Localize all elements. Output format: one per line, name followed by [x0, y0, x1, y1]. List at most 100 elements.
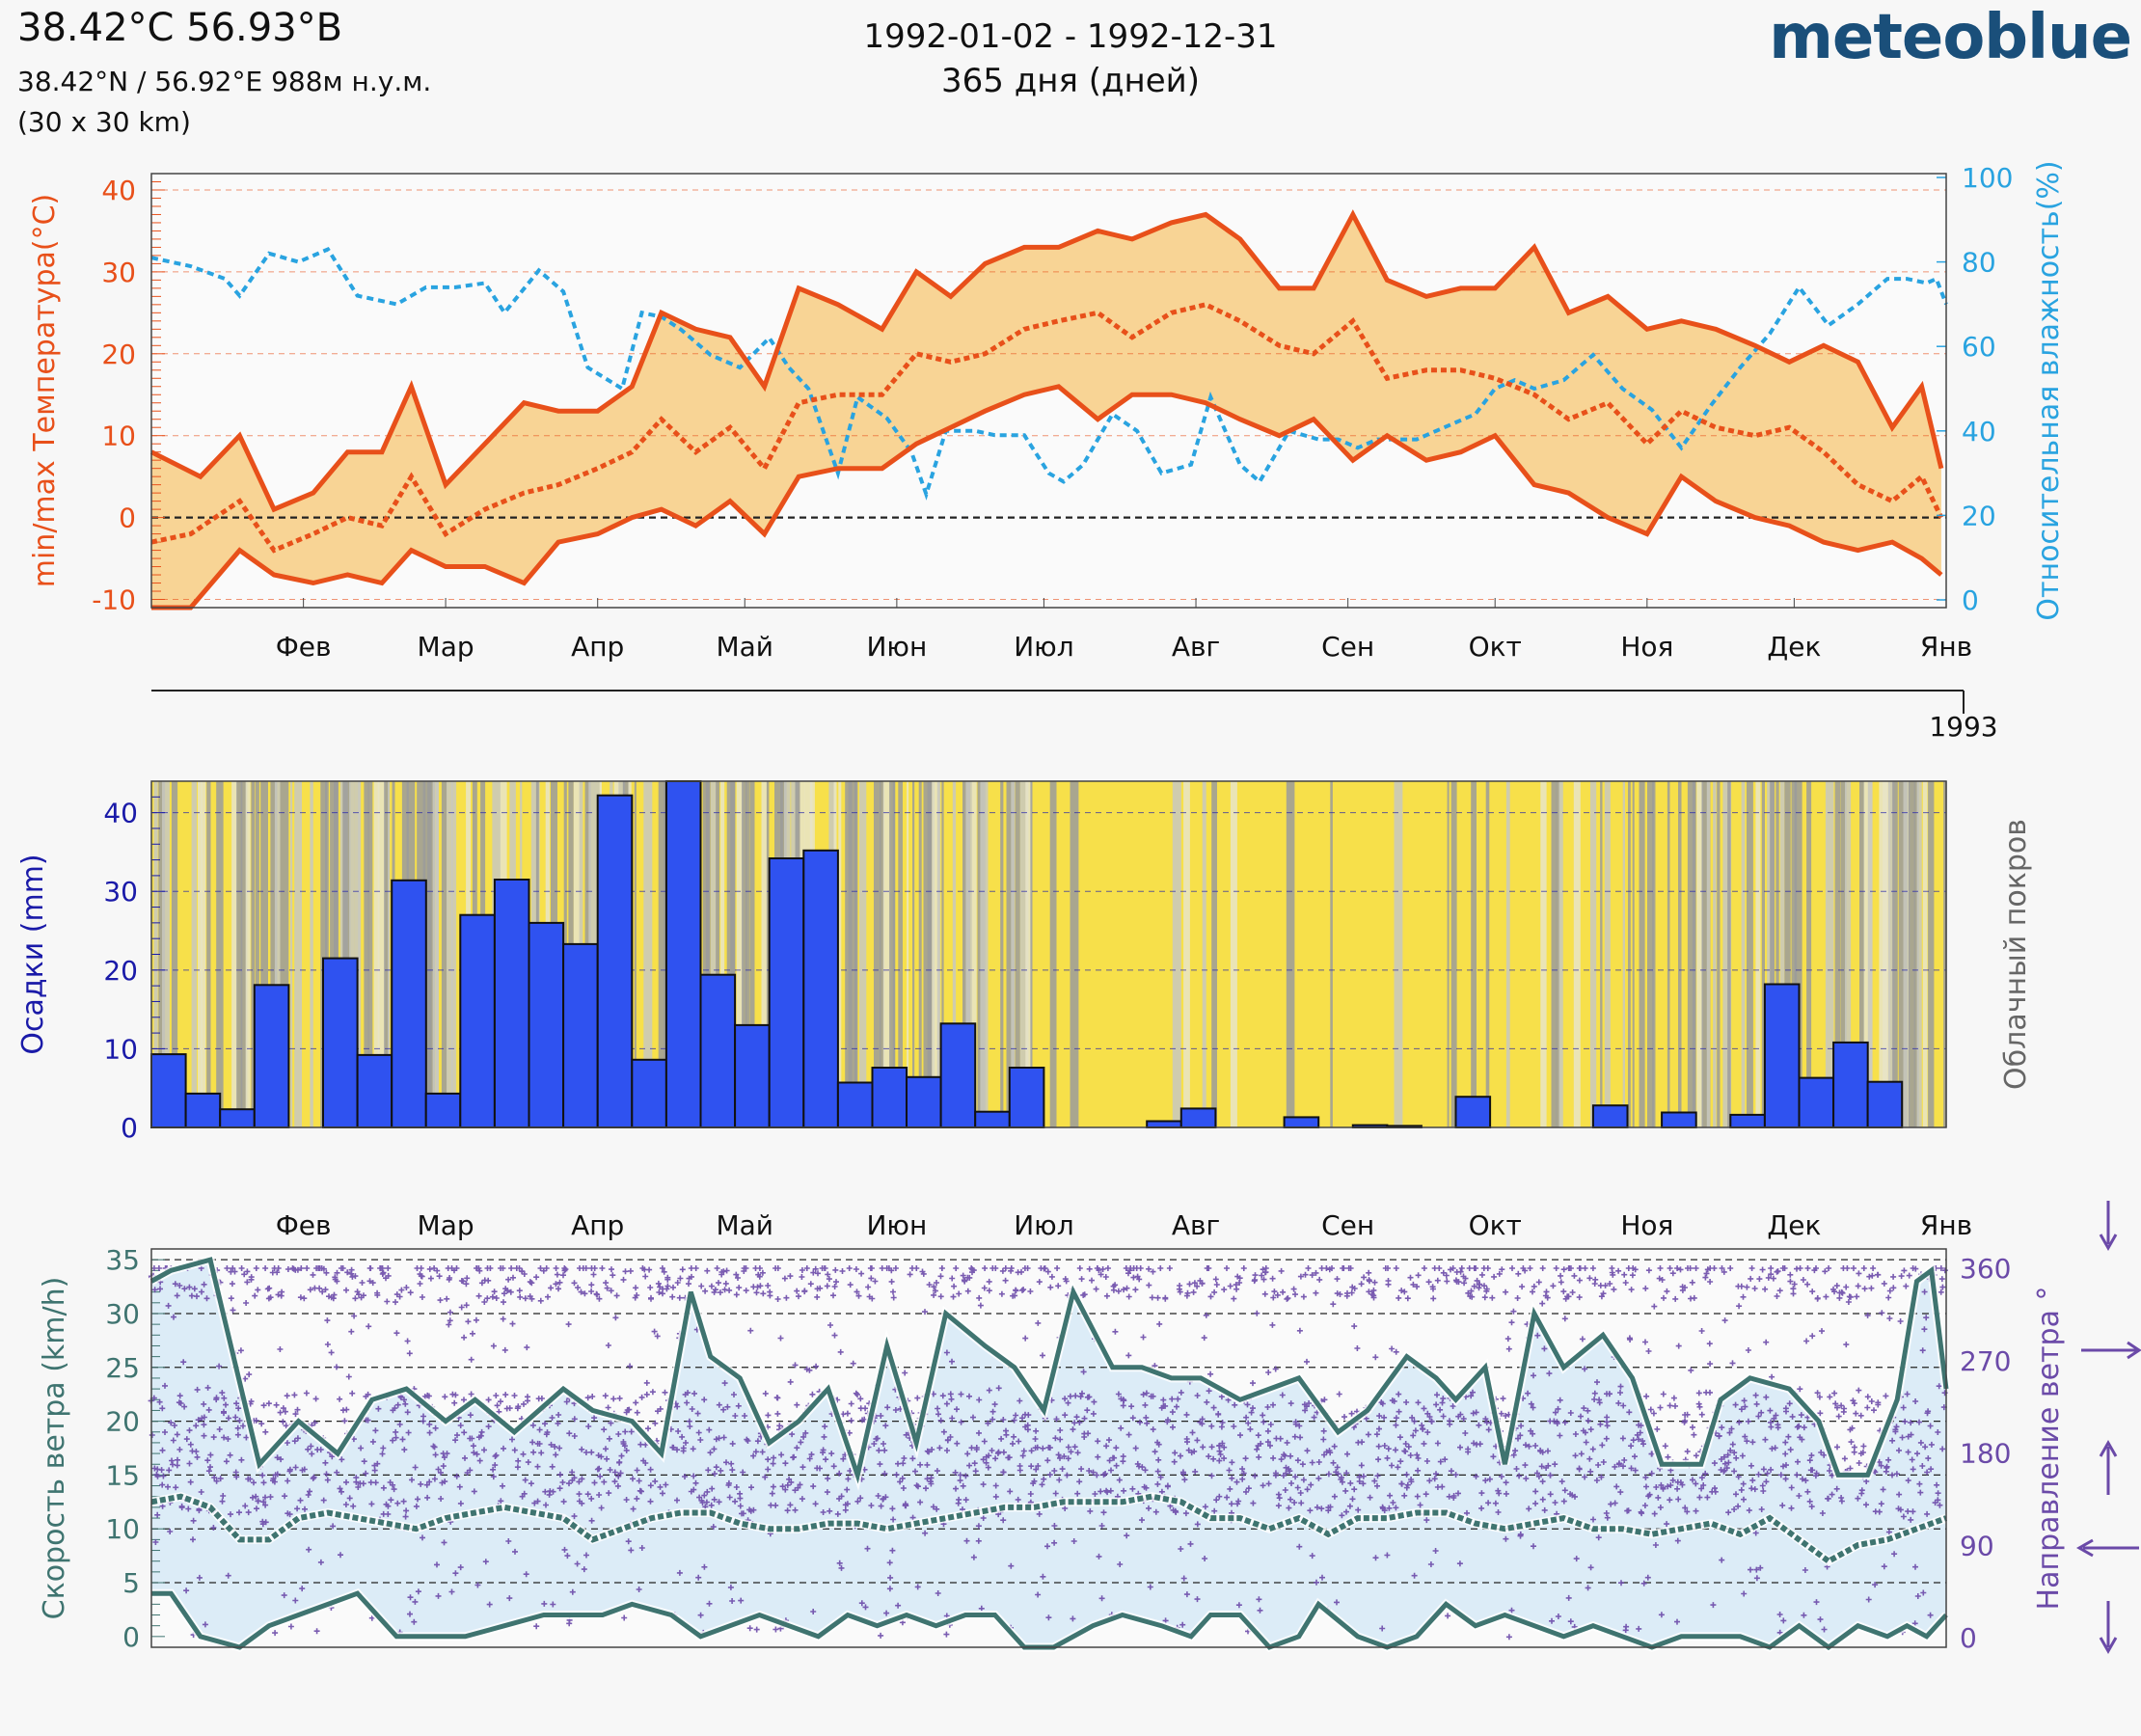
tmean-line [150, 302, 1944, 554]
cloud-stripe [1806, 781, 1812, 1127]
wind-mean-line [150, 1493, 1948, 1565]
precip-bar [1832, 1041, 1869, 1129]
cloud-stripe [952, 781, 957, 1127]
wind-tick-label: 0 [122, 1621, 140, 1653]
cloud-stripe [162, 781, 170, 1127]
cloud-stripe [1632, 781, 1635, 1127]
temp-tick-label: 10 [101, 420, 136, 452]
direction-tick-label: 270 [1960, 1345, 2011, 1377]
cloud-stripe [1727, 781, 1731, 1127]
cloud-stripe [427, 781, 435, 1127]
precip-bar [802, 849, 839, 1128]
cloud-stripe [766, 781, 770, 1127]
year-label: 1993 [1929, 711, 1997, 743]
cloud-stripe [1678, 781, 1682, 1127]
cloud-stripe [918, 781, 922, 1127]
month-label: Авг [1172, 631, 1220, 663]
wind-range-fill [151, 1260, 1946, 1647]
cloud-stripe [965, 781, 973, 1127]
month-label: Мар [418, 631, 474, 663]
coordinates: 38.42°N / 56.92°E 988м н.у.м. [17, 66, 432, 97]
cloud-stripe [1667, 781, 1670, 1127]
precip-tick-label: 0 [121, 1112, 138, 1144]
cloud-stripe [1779, 781, 1785, 1127]
cloud-stripe [240, 781, 248, 1127]
wind-month-label: Июл [1014, 1209, 1073, 1241]
cloud-stripe [716, 781, 720, 1127]
temperature-range-fill [151, 214, 1941, 608]
tmin-line [151, 384, 1943, 610]
cloud-stripe [1687, 781, 1696, 1127]
precip-bar [906, 1075, 942, 1129]
cloud-stripe [320, 781, 328, 1127]
wind-month-label: Окт [1469, 1209, 1522, 1241]
cloud-stripe [1230, 781, 1237, 1127]
cloud-stripe [980, 781, 989, 1127]
month-label: Ноя [1620, 631, 1673, 663]
cloud-stripe [198, 781, 203, 1127]
meteoblue-logo[interactable]: meteoblue [1769, 2, 2132, 73]
cloud-stripe [874, 781, 881, 1127]
cloud-stripe [1922, 781, 1928, 1127]
precip-tick-label: 40 [103, 798, 138, 829]
precip-bar [424, 1092, 462, 1129]
wind-month-label: Мар [418, 1209, 474, 1241]
cloud-stripe [1722, 781, 1732, 1127]
month-label: Июн [866, 631, 927, 663]
cloud-stripe [367, 781, 373, 1127]
cloud-stripe [1775, 781, 1779, 1127]
cloud-stripe [388, 781, 391, 1127]
cloud-stripe [898, 781, 903, 1127]
temperature-axis-label: min/max Температура(°C) [28, 194, 62, 588]
direction-tick-label: 180 [1960, 1438, 2011, 1470]
cloud-stripe [1909, 781, 1915, 1127]
cloud-stripe [1717, 781, 1721, 1127]
precip-bar [1283, 1116, 1320, 1129]
cloud-stripe [736, 781, 744, 1127]
arrow-east-icon [2081, 1341, 2141, 1360]
wind-month-label: Дек [1767, 1209, 1821, 1241]
cloud-stripe [451, 781, 457, 1127]
wind-month-label: Янв [1920, 1209, 1972, 1241]
cloud-stripe [1867, 781, 1873, 1127]
cloud-stripe [1903, 781, 1911, 1127]
temperature-panel: -10 0 10 20 30 40 0 20 40 60 80 100 min/max Температ… [28, 160, 2066, 743]
precip-tick-label: 20 [103, 955, 138, 987]
precip-bar [493, 879, 530, 1128]
cloud-stripe [1590, 781, 1597, 1127]
wind-max-line [149, 1257, 1949, 1484]
cloud-stripe [1172, 781, 1181, 1127]
cloud-stripe [364, 781, 369, 1127]
cloud-stripe [1049, 781, 1057, 1127]
cloud-stripe [191, 781, 197, 1127]
precip-bar [871, 1067, 908, 1128]
wind-month-label: Май [716, 1209, 773, 1241]
temp-tick-label: 30 [101, 257, 136, 288]
arrow-north-bottom-icon [2099, 1601, 2118, 1655]
wind-tick-label: 25 [105, 1352, 140, 1384]
cloud-stripe [838, 781, 842, 1127]
tmax-line [149, 209, 1944, 513]
month-label: Май [716, 631, 773, 663]
wind-tick-label: 30 [105, 1298, 140, 1330]
cloud-stripe [1913, 781, 1919, 1127]
cloud-stripe [1696, 781, 1704, 1127]
cloud-stripe [1011, 781, 1016, 1127]
day-count: 365 дня (дней) [941, 62, 1200, 100]
direction-tick-label: 90 [1960, 1530, 1994, 1561]
precip-bar [528, 921, 565, 1129]
cloud-stripe [710, 781, 717, 1127]
cloud-stripe [1770, 781, 1775, 1127]
cloud-stripe [1647, 781, 1654, 1127]
cloud-stripe [1030, 781, 1033, 1127]
cloud-stripe [1943, 781, 1947, 1127]
location-title: 38.42°C 56.93°B [17, 6, 343, 50]
month-label: Дек [1767, 631, 1821, 663]
cloud-stripe [1471, 781, 1477, 1127]
humidity-tick-label: 80 [1962, 247, 1996, 279]
cloud-stripe [1604, 781, 1611, 1127]
humidity-tick-label: 100 [1962, 162, 2013, 194]
precip-bar [1454, 1096, 1492, 1128]
cloud-stripe [1551, 781, 1558, 1127]
